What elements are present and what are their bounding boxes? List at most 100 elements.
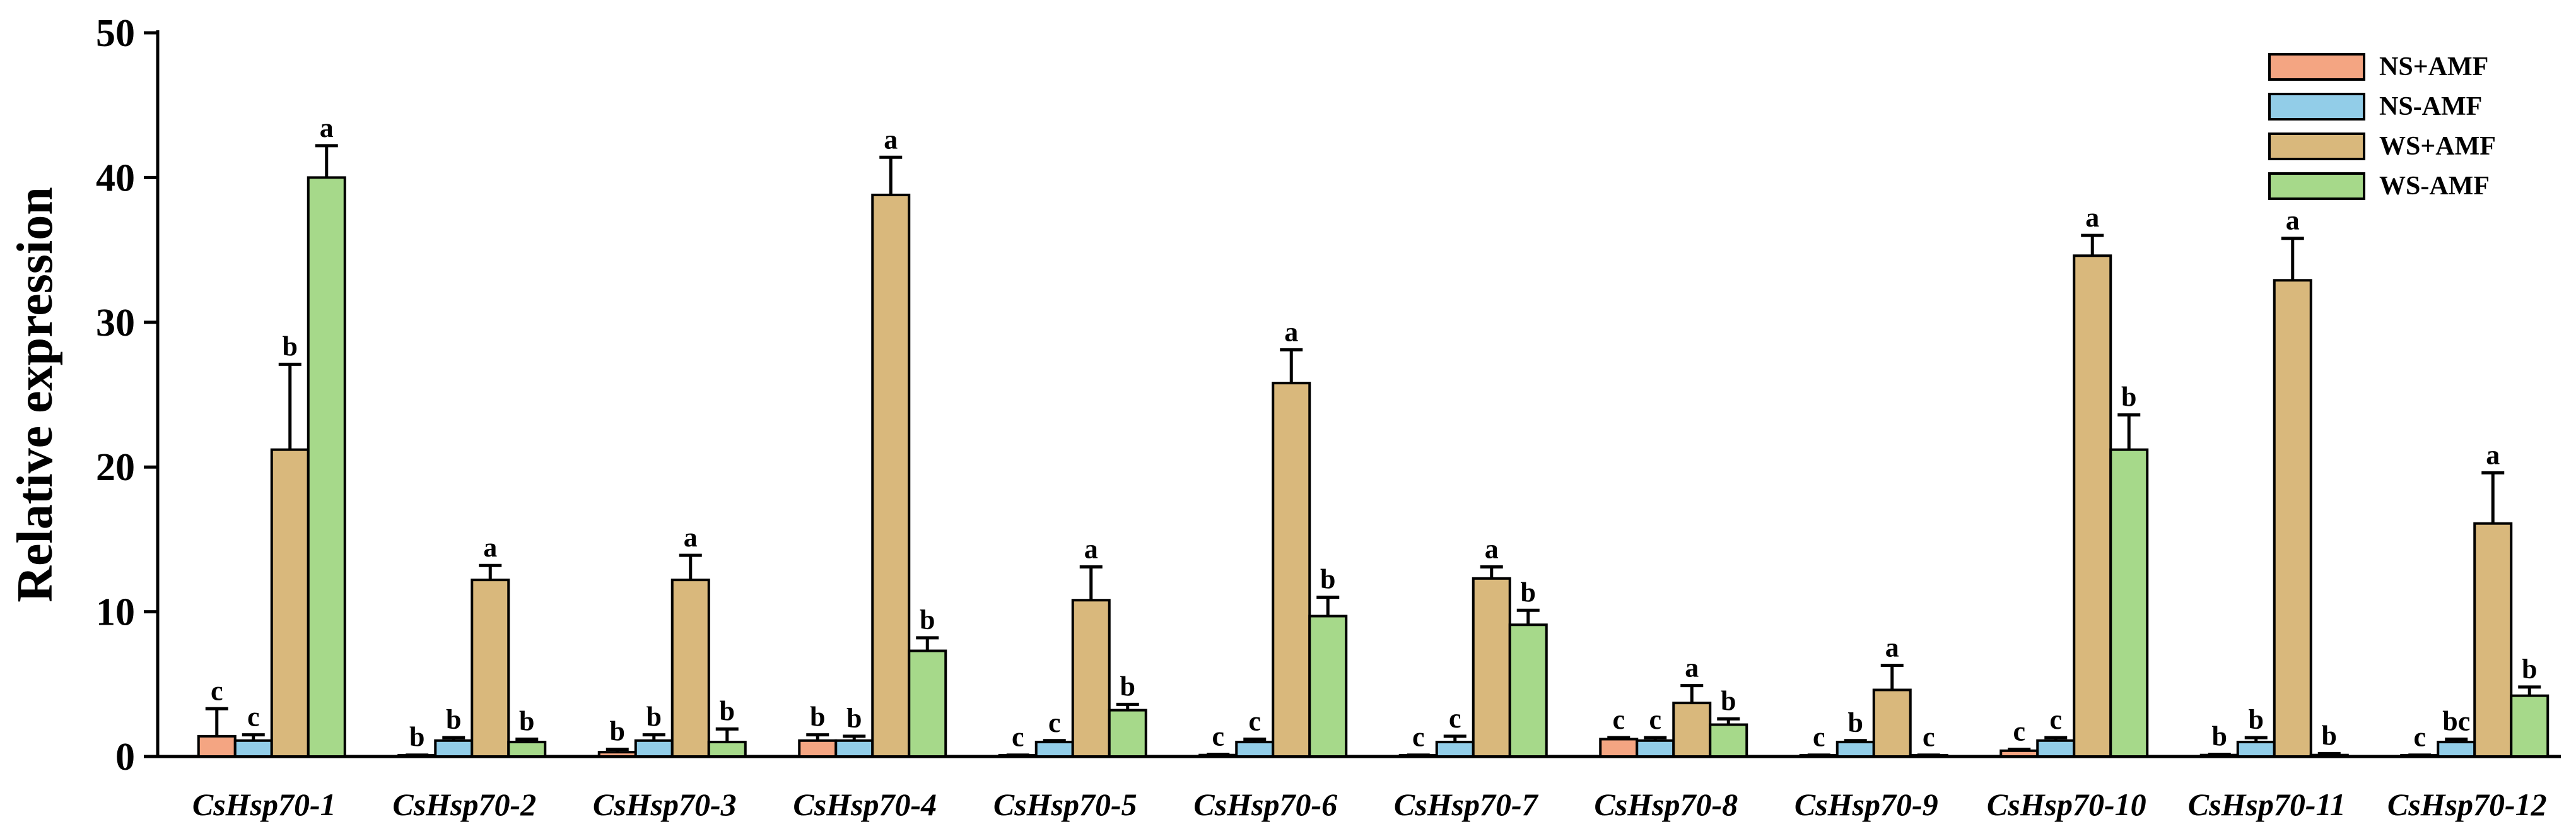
- significance-label: c: [2049, 704, 2062, 735]
- significance-label: c: [2413, 722, 2426, 753]
- significance-label: b: [610, 716, 625, 747]
- bar: [834, 739, 874, 758]
- category-label: CsHsp70-11: [2188, 787, 2346, 822]
- significance-label: a: [1284, 316, 1298, 347]
- significance-label: b: [1521, 577, 1536, 608]
- bar: [1999, 749, 2039, 758]
- significance-label: b: [720, 695, 735, 726]
- bar: [1508, 623, 1548, 758]
- bar: [307, 176, 346, 758]
- category-label: CsHsp70-7: [1394, 787, 1539, 822]
- legend-label: WS-AMF: [2379, 172, 2490, 201]
- bar: [1835, 741, 1875, 758]
- bar: [2236, 741, 2276, 758]
- bar: [2109, 448, 2149, 758]
- bar: [1308, 615, 1348, 758]
- bar: [2309, 753, 2349, 758]
- y-tick-label: 40: [96, 156, 135, 199]
- significance-label: a: [1485, 533, 1499, 564]
- significance-label: a: [2085, 202, 2099, 233]
- bar: [670, 579, 710, 758]
- bar: [471, 579, 510, 758]
- significance-label: c: [1612, 704, 1625, 735]
- significance-label: c: [1048, 707, 1061, 738]
- bar: [1672, 702, 1712, 758]
- legend-swatch: [2268, 93, 2365, 121]
- significance-label: b: [647, 702, 662, 733]
- significance-label: b: [2249, 704, 2264, 735]
- error-bars: [205, 144, 2541, 757]
- category-label: CsHsp70-10: [1987, 787, 2146, 822]
- y-tick-label: 0: [115, 736, 135, 779]
- category-label: CsHsp70-9: [1794, 787, 1938, 822]
- bar: [233, 739, 273, 758]
- significance-label: c: [1649, 704, 1661, 735]
- significance-label: b: [519, 705, 534, 736]
- bar: [1872, 688, 1912, 758]
- legend-swatch: [2268, 172, 2365, 200]
- bar: [507, 741, 547, 758]
- legend-label: NS-AMF: [2379, 92, 2482, 121]
- category-label: CsHsp70-4: [793, 787, 937, 822]
- significance-label: a: [483, 532, 497, 563]
- significance-label: c: [1449, 703, 1461, 734]
- bar: [2473, 522, 2513, 758]
- significance-label: b: [2121, 382, 2136, 413]
- legend-label: WS+AMF: [2379, 132, 2496, 161]
- significance-label: c: [1923, 722, 1935, 753]
- bar: [1709, 723, 1748, 758]
- significance-label: c: [247, 702, 260, 733]
- bars: [197, 176, 2550, 758]
- significance-label: b: [2522, 654, 2537, 685]
- category-label: CsHsp70-8: [1594, 787, 1738, 822]
- significance-label: b: [446, 704, 461, 735]
- bar: [2073, 254, 2112, 758]
- significance-label: a: [684, 522, 698, 553]
- significance-label: c: [2013, 716, 2025, 747]
- legend-label: NS+AMF: [2379, 52, 2488, 81]
- significance-label: b: [283, 331, 298, 362]
- significance-label: c: [1412, 722, 1425, 753]
- significance-label: c: [1248, 705, 1261, 736]
- significance-label: c: [1212, 721, 1224, 752]
- significance-label: b: [1848, 707, 1863, 738]
- significance-label: a: [320, 112, 334, 143]
- bar: [798, 739, 838, 758]
- category-label: CsHsp70-6: [1193, 787, 1337, 822]
- axes: 0 10 20 30 40 50 Relative expression: [8, 12, 2561, 779]
- bar: [434, 739, 474, 758]
- y-tick-label: 10: [96, 591, 135, 634]
- bar: [707, 741, 747, 758]
- category-label: CsHsp70-3: [593, 787, 737, 822]
- significance-label: a: [1885, 632, 1899, 662]
- bar: [597, 751, 637, 758]
- significance-label: b: [846, 703, 862, 734]
- y-tick-label: 30: [96, 302, 135, 344]
- y-tick-label: 50: [96, 12, 135, 55]
- bar: [1235, 741, 1275, 758]
- category-label: CsHsp70-2: [392, 787, 536, 822]
- significance-label: b: [2212, 721, 2227, 752]
- legend: NS+AMF NS-AMF WS+AMF WS-AMF: [2268, 52, 2496, 201]
- category-label: CsHsp70-12: [2387, 787, 2547, 822]
- bar: [1472, 577, 1511, 758]
- bar: [1034, 741, 1074, 758]
- bar: [2437, 741, 2476, 758]
- bar: [1108, 709, 1147, 758]
- bar: [1599, 738, 1639, 758]
- legend-swatch: [2268, 132, 2365, 160]
- y-axis-label: Relative expression: [8, 187, 63, 602]
- bar: [908, 649, 947, 758]
- significance-label: b: [409, 722, 424, 753]
- bar: [1272, 382, 1311, 758]
- significance-label: b: [2322, 720, 2337, 751]
- legend-swatch: [2268, 53, 2365, 81]
- significance-label: a: [1084, 533, 1098, 564]
- significance-label: c: [211, 675, 223, 706]
- category-label: CsHsp70-5: [993, 787, 1137, 822]
- significance-label: b: [920, 604, 935, 635]
- y-tick-label: 20: [96, 446, 135, 489]
- bar: [2510, 694, 2550, 758]
